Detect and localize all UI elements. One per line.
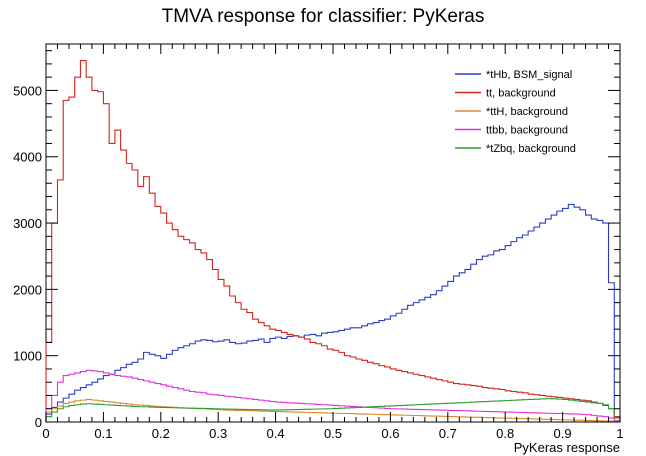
legend-label: *tHb, BSM_signal — [486, 69, 572, 81]
x-tick-label: 0.8 — [496, 426, 514, 441]
y-tick-label: 0 — [35, 415, 42, 430]
x-tick-label: 0.6 — [381, 426, 399, 441]
y-tick-label: 1000 — [13, 349, 42, 364]
x-tick-label: 0.1 — [94, 426, 112, 441]
ticks-layer: 0 0.1 0.2 0.3 0.4 0.5 0.6 0.7 0.8 0.9 1 0 1000 2000 30… — [13, 44, 624, 441]
series-line-1 — [45, 203, 621, 422]
series-line-5 — [45, 398, 621, 422]
x-tick-label: 0.2 — [152, 426, 170, 441]
plot-frame-border — [45, 43, 621, 423]
legend-label: ttbb, background — [486, 125, 568, 137]
series-line-2 — [45, 60, 621, 422]
plot-frame — [45, 43, 621, 423]
x-tick-label: 0.7 — [439, 426, 457, 441]
x-tick-label: 0 — [42, 426, 49, 441]
y-tick-label: 2000 — [13, 282, 42, 297]
legend-label: *tZbq, background — [486, 143, 576, 155]
x-tick-label: 1 — [616, 426, 623, 441]
y-tick-label: 4000 — [13, 150, 42, 165]
y-tick-label: 3000 — [13, 216, 42, 231]
legend-label: *ttH, background — [486, 106, 568, 118]
x-tick-label: 0.4 — [267, 426, 285, 441]
x-tick-label: 0.9 — [554, 426, 572, 441]
chart-title: TMVA response for classifier: PyKeras — [161, 6, 485, 27]
x-axis-title: PyKeras response — [514, 440, 620, 455]
legend-label: tt, background — [486, 88, 556, 100]
x-tick-label: 0.3 — [209, 426, 227, 441]
y-tick-label: 5000 — [13, 83, 42, 98]
legend: *tHb, BSM_signal tt, background *ttH, back… — [455, 69, 576, 155]
series-line-4 — [45, 369, 621, 422]
x-tick-label: 0.5 — [324, 426, 342, 441]
